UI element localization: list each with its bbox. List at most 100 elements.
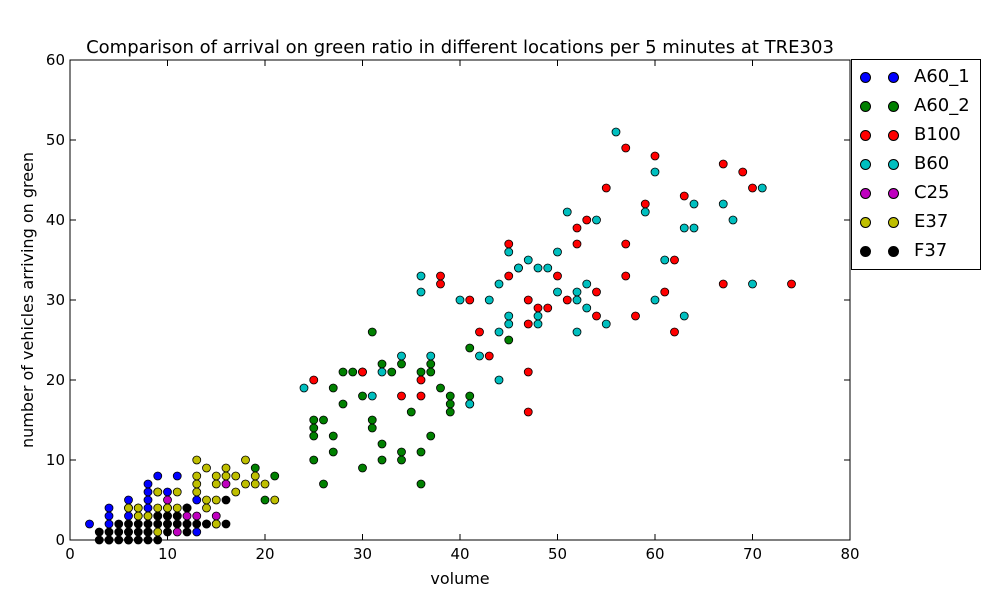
point-A60_2-15 [358,463,367,473]
point-E37-20 [202,503,211,513]
point-F37-11 [133,527,143,537]
point-A60_1-18 [172,471,182,481]
point-B60-41 [689,199,699,209]
point-C25-8 [192,511,202,521]
point-B60-36 [650,167,660,177]
point-E37-7 [153,503,163,513]
point-A60_2-1 [260,495,270,505]
point-B60-26 [572,327,582,337]
point-B100-8 [475,327,484,337]
point-B60-17 [514,263,523,273]
legend-item-B100: B100 [852,122,982,151]
point-F37-28 [202,519,211,529]
legend-label: E37 [914,211,949,232]
x-tick-label: 80 [840,545,859,563]
point-A60_2-32 [426,431,436,441]
point-B100-18 [543,303,553,313]
point-A60_2-23 [377,359,387,369]
point-E37-6 [153,527,163,537]
point-E37-22 [202,463,211,473]
series-A60_2 [250,327,514,505]
point-E37-8 [153,487,163,497]
legend-item-F37: F37 [852,238,982,267]
legend-item-A60_1: A60_1 [852,64,982,93]
point-B60-37 [660,255,670,265]
point-A60_1-21 [192,495,202,505]
point-B60-23 [553,287,562,297]
point-B60-15 [504,311,514,321]
x-tick-label: 40 [450,545,469,563]
point-F37-29 [221,519,231,529]
x-tick-label: 50 [548,545,567,563]
legend-marker [888,72,899,83]
point-B100-3 [416,391,426,401]
point-B100-40 [748,183,757,193]
point-B60-34 [640,207,650,217]
point-A60_2-24 [387,367,397,377]
point-B60-42 [718,199,728,209]
point-E37-21 [202,495,211,505]
point-A60_2-21 [377,455,387,465]
data-points [85,127,796,545]
point-B100-4 [416,375,426,385]
point-A60_2-13 [338,367,348,377]
point-A60_2-0 [250,463,260,473]
x-tick-label: 60 [645,545,664,563]
point-F37-20 [163,519,172,529]
point-B60-27 [572,295,582,305]
point-E37-26 [211,471,221,481]
point-B100-30 [631,311,640,321]
point-A60_2-42 [504,335,514,345]
series-B100 [309,143,796,417]
point-E37-33 [250,479,260,489]
point-B100-19 [553,271,562,281]
point-B60-10 [484,295,494,305]
point-B100-36 [679,191,689,201]
legend-marker [888,246,899,257]
point-E37-3 [133,503,143,513]
point-C25-11 [211,511,221,521]
point-F37-1 [94,527,104,537]
point-A60_2-34 [426,359,436,369]
point-A60_2-18 [367,423,377,433]
point-B100-22 [572,223,582,233]
point-B60-22 [543,263,553,273]
point-B60-31 [592,215,601,225]
point-C25-6 [172,527,182,537]
point-E37-12 [172,503,182,513]
point-C25-5 [163,495,172,505]
point-B60-25 [562,207,572,217]
y-tick-label: 40 [46,211,65,229]
point-B100-13 [523,407,533,417]
point-B100-9 [484,351,494,361]
x-tick-label: 10 [158,545,177,563]
point-B60-2 [377,367,387,377]
point-A60_2-9 [328,447,338,457]
point-B100-1 [358,367,367,377]
y-tick-label: 0 [55,531,65,549]
x-tick-label: 70 [743,545,762,563]
point-E37-23 [211,519,221,529]
legend-marker [888,159,899,170]
x-tick-label: 0 [65,545,75,563]
point-A60_2-27 [397,359,406,369]
point-F37-6 [114,519,124,529]
point-B100-38 [718,159,728,169]
x-tick-label: 30 [353,545,372,563]
point-B100-23 [582,215,592,225]
series-B60 [299,127,767,409]
point-A60_2-37 [445,399,455,409]
legend-marker [888,101,899,112]
point-E37-30 [231,471,241,481]
point-B60-12 [494,327,504,337]
point-E37-31 [241,479,250,489]
point-F37-18 [153,511,163,521]
legend-label: B60 [914,153,950,174]
point-A60_2-38 [445,391,455,401]
point-E37-24 [211,495,221,505]
point-F37-26 [182,503,192,513]
point-B60-8 [465,399,475,409]
point-F37-12 [133,519,143,529]
point-B60-0 [299,383,309,393]
